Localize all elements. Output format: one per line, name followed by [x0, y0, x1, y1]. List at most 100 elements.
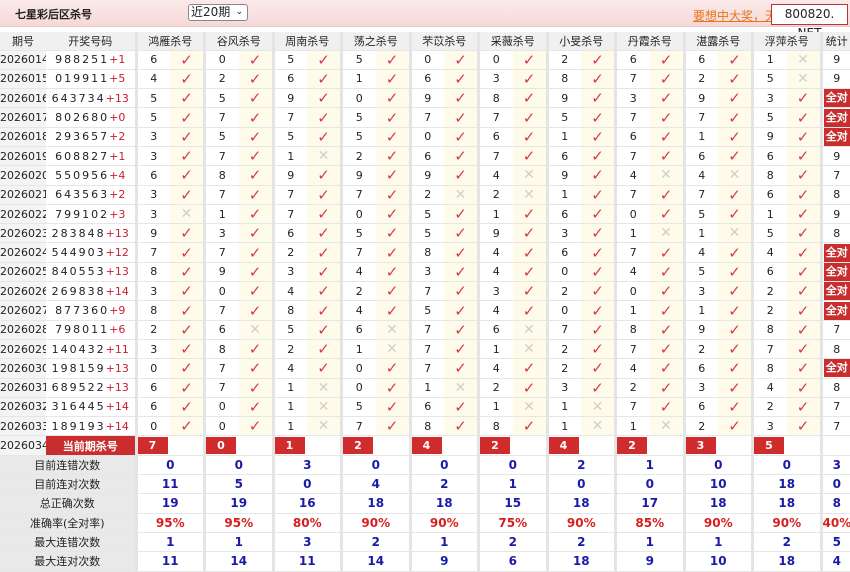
check-icon: ✓: [386, 109, 399, 127]
draw-numbers: 283848: [52, 227, 106, 240]
result-cell: ✓: [376, 417, 411, 436]
draw-numbers-cell: 840553+13: [46, 262, 136, 281]
check-icon: ✓: [728, 186, 741, 204]
stats-value: 1: [136, 532, 205, 551]
kill-number: 0: [616, 204, 650, 223]
check-icon: ✓: [660, 109, 673, 127]
kill-number: 6: [410, 146, 444, 165]
stats-value: 18: [753, 494, 822, 513]
check-icon: ✓: [249, 70, 262, 88]
cross-icon: ✕: [318, 399, 330, 415]
check-icon: ✓: [660, 89, 673, 107]
period-range-select[interactable]: 近20期⌄: [188, 4, 248, 21]
check-icon: ✓: [797, 302, 810, 320]
kill-number: 9: [342, 166, 376, 185]
stats-value: 2: [547, 455, 616, 474]
empty-cell: [650, 436, 685, 455]
result-cell: ✓: [376, 243, 411, 262]
header-period: 期号: [0, 32, 46, 50]
kill-number: 8: [136, 262, 170, 281]
kill-number: 7: [410, 339, 444, 358]
result-cell: ✓: [170, 50, 205, 69]
kill-number: 6: [410, 69, 444, 88]
result-cell: ✓: [376, 127, 411, 146]
check-icon: ✓: [454, 359, 467, 377]
check-icon: ✓: [454, 263, 467, 281]
back-number: +4: [109, 169, 125, 182]
back-number: +11: [106, 343, 129, 356]
kill-number: 3: [136, 282, 170, 301]
kill-number: 7: [684, 185, 718, 204]
stats-label: 总正确次数: [0, 494, 136, 513]
result-cell: ✓: [307, 127, 342, 146]
kill-number: 2: [547, 359, 581, 378]
header-kill-column: 湛露杀号: [684, 32, 753, 50]
draw-numbers-cell: 643734+13: [46, 89, 136, 108]
check-icon: ✓: [386, 302, 399, 320]
result-cell: ✓: [513, 50, 548, 69]
result-cell: ✓: [444, 50, 479, 69]
result-cell: ✓: [513, 378, 548, 397]
draw-numbers: 689522: [52, 381, 106, 394]
kill-number: 8: [547, 69, 581, 88]
check-icon: ✓: [591, 302, 604, 320]
header-numbers: 开奖号码: [46, 32, 136, 50]
header-kill-column: 丹霞杀号: [616, 32, 685, 50]
correct-count: 7: [833, 169, 840, 182]
check-icon: ✓: [180, 302, 193, 320]
kill-number: 4: [616, 166, 650, 185]
result-cell: ✕: [787, 50, 822, 69]
correct-count: 7: [833, 420, 840, 433]
check-icon: ✓: [728, 263, 741, 281]
check-icon: ✓: [591, 70, 604, 88]
current-kill-cell: 5: [753, 436, 787, 455]
result-cell: ✓: [444, 224, 479, 243]
stats-value: 10: [684, 552, 753, 571]
kill-number: 7: [136, 243, 170, 262]
result-cell: ✓: [170, 146, 205, 165]
result-cell: ✓: [581, 166, 616, 185]
cross-icon: ✕: [523, 322, 535, 338]
stat-cell: 全对: [821, 127, 850, 146]
check-icon: ✓: [660, 379, 673, 397]
back-number: +14: [106, 400, 129, 413]
check-icon: ✓: [317, 321, 330, 339]
stat-cell: 9: [821, 146, 850, 165]
stats-value: 0: [273, 475, 342, 494]
check-icon: ✓: [317, 244, 330, 262]
stats-value: 9: [410, 552, 479, 571]
check-icon: ✓: [591, 224, 604, 242]
result-cell: ✕: [307, 417, 342, 436]
kill-number: 5: [136, 108, 170, 127]
kill-number: 6: [684, 50, 718, 69]
draw-numbers: 877360: [55, 304, 109, 317]
kill-number: 3: [136, 146, 170, 165]
all-correct-badge: 全对: [824, 128, 850, 146]
result-cell: ✓: [376, 262, 411, 281]
kill-number: 9: [547, 89, 581, 108]
cross-icon: ✕: [318, 418, 330, 434]
result-cell: ✓: [444, 127, 479, 146]
kill-number: 5: [273, 320, 307, 339]
header-stat: 统计: [821, 32, 850, 50]
check-icon: ✓: [728, 244, 741, 262]
result-cell: ✓: [787, 320, 822, 339]
back-number: +1: [109, 150, 125, 163]
current-kill-number: 4: [549, 437, 579, 454]
period-cell: 2026028: [0, 320, 46, 339]
kill-number: 7: [205, 185, 239, 204]
result-cell: ✓: [444, 282, 479, 301]
kill-number: 5: [753, 108, 787, 127]
result-cell: ✕: [581, 417, 616, 436]
promo-link[interactable]: 要想中大奖，天: [693, 7, 777, 24]
stats-value: 3: [273, 532, 342, 551]
kill-number: 2: [136, 320, 170, 339]
check-icon: ✓: [180, 321, 193, 339]
all-correct-badge: 全对: [824, 89, 850, 107]
cross-icon: ✕: [797, 52, 809, 68]
kill-number: 3: [136, 185, 170, 204]
stat-cell: 8: [821, 378, 850, 397]
